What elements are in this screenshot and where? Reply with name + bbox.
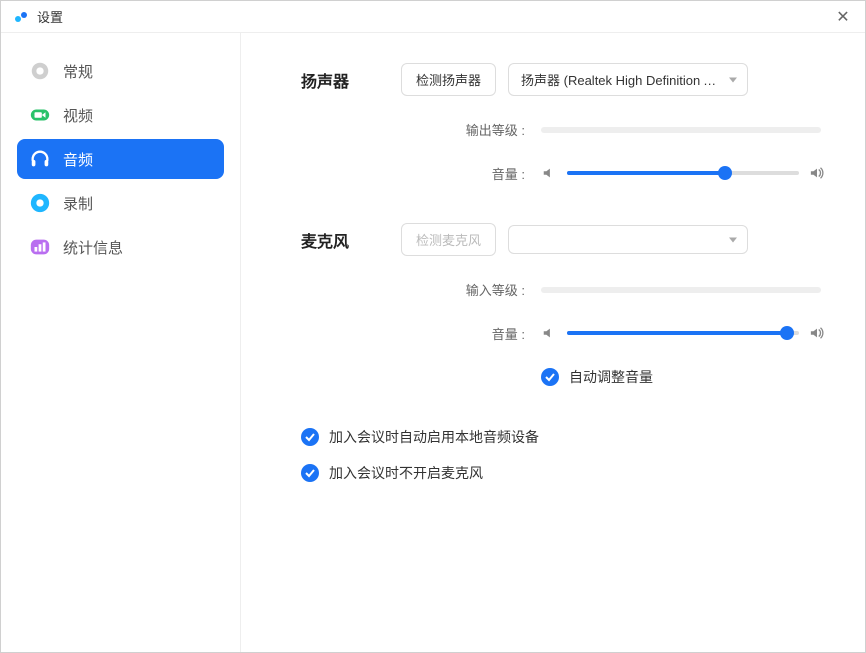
checkbox-checked-icon	[301, 464, 319, 482]
input-level-label: 输入等级 :	[401, 280, 541, 299]
mic-dropdown[interactable]	[508, 225, 748, 254]
video-icon	[29, 104, 51, 126]
mic-volume-label: 音量 :	[401, 324, 541, 343]
test-mic-button[interactable]: 检测麦克风	[401, 223, 496, 256]
body: 常规 视频 音频 录制 统计信息 扬声器	[1, 33, 865, 652]
volume-high-icon	[809, 165, 825, 181]
output-level-label: 输出等级 :	[401, 120, 541, 139]
close-icon[interactable]: ✕	[833, 7, 853, 27]
speaker-dropdown[interactable]: 扬声器 (Realtek High Definition Aud...	[508, 63, 748, 96]
sidebar-item-label: 统计信息	[63, 237, 123, 258]
mic-label: 麦克风	[301, 228, 401, 252]
option-label: 加入会议时自动启用本地音频设备	[329, 427, 539, 447]
checkbox-checked-icon	[541, 368, 559, 386]
checkbox-checked-icon	[301, 428, 319, 446]
gear-icon	[29, 60, 51, 82]
option-mute-mic-on-join[interactable]: 加入会议时不开启麦克风	[301, 463, 825, 483]
stats-icon	[29, 236, 51, 258]
volume-low-icon	[541, 165, 557, 181]
sidebar-item-video[interactable]: 视频	[17, 95, 224, 135]
option-label: 加入会议时不开启麦克风	[329, 463, 483, 483]
volume-low-icon	[541, 325, 557, 341]
option-auto-enable-audio[interactable]: 加入会议时自动启用本地音频设备	[301, 427, 825, 447]
volume-high-icon	[809, 325, 825, 341]
speaker-output-level	[541, 127, 821, 133]
app-icon	[13, 9, 29, 25]
titlebar: 设置 ✕	[1, 1, 865, 33]
speaker-volume-slider[interactable]	[567, 163, 799, 183]
sidebar-item-stats[interactable]: 统计信息	[17, 227, 224, 267]
speaker-section: 扬声器 检测扬声器 扬声器 (Realtek High Definition A…	[301, 63, 825, 183]
sidebar-item-audio[interactable]: 音频	[17, 139, 224, 179]
mic-volume-slider[interactable]	[567, 323, 799, 343]
auto-adjust-checkbox[interactable]: 自动调整音量	[541, 367, 825, 387]
sidebar-item-record[interactable]: 录制	[17, 183, 224, 223]
mic-input-level	[541, 287, 821, 293]
content: 扬声器 检测扬声器 扬声器 (Realtek High Definition A…	[241, 33, 865, 652]
sidebar-item-general[interactable]: 常规	[17, 51, 224, 91]
speaker-volume-label: 音量 :	[401, 164, 541, 183]
sidebar-item-label: 视频	[63, 105, 93, 126]
test-speaker-button[interactable]: 检测扬声器	[401, 63, 496, 96]
window-title: 设置	[37, 7, 833, 26]
auto-adjust-label: 自动调整音量	[569, 367, 653, 387]
settings-window: 设置 ✕ 常规 视频 音频 录制 统计信息	[0, 0, 866, 653]
sidebar-item-label: 音频	[63, 149, 93, 170]
sidebar-item-label: 录制	[63, 193, 93, 214]
speaker-label: 扬声器	[301, 68, 401, 92]
sidebar: 常规 视频 音频 录制 统计信息	[1, 33, 241, 652]
options-section: 加入会议时自动启用本地音频设备 加入会议时不开启麦克风	[301, 427, 825, 483]
record-icon	[29, 192, 51, 214]
sidebar-item-label: 常规	[63, 61, 93, 82]
headphone-icon	[29, 148, 51, 170]
mic-section: 麦克风 检测麦克风 输入等级 : 音量 :	[301, 223, 825, 387]
